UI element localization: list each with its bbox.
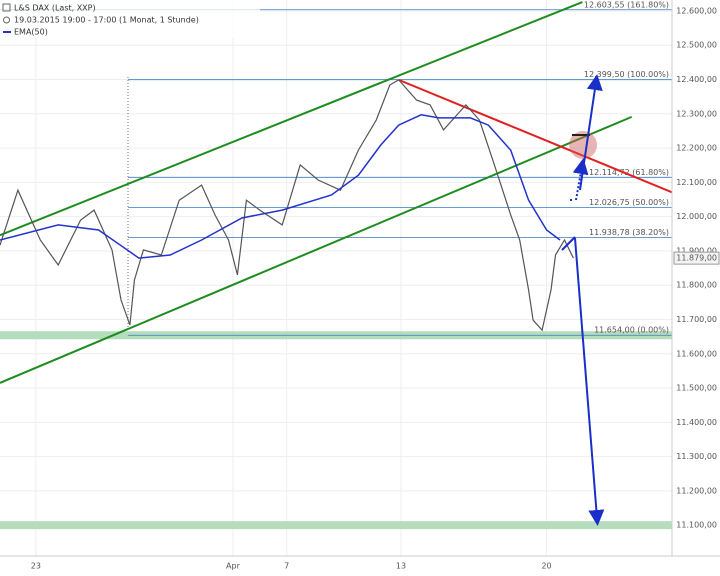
fib-label: 12.114,72 (61.80%) bbox=[589, 168, 669, 177]
header-bg bbox=[0, 0, 260, 38]
chart-subtitle: 19.03.2015 19:00 - 17:00 (1 Monat, 1 Stu… bbox=[14, 16, 199, 25]
support-band bbox=[0, 521, 672, 530]
arrow-dotted bbox=[572, 158, 589, 201]
trendline bbox=[0, 1, 583, 237]
arrow-down bbox=[574, 237, 605, 526]
bands bbox=[0, 331, 672, 530]
chart-title: L&S DAX (Last, XXP) bbox=[14, 4, 96, 13]
arrow-lead bbox=[561, 236, 576, 251]
x-tick-label: 7 bbox=[284, 562, 289, 571]
y-tick-label: 12.500,00 bbox=[676, 41, 717, 50]
fib-label: 11.654,00 (0.00%) bbox=[594, 326, 669, 335]
ema-line bbox=[0, 114, 561, 259]
x-tick-label: 20 bbox=[541, 562, 551, 571]
price-line bbox=[0, 79, 574, 332]
last-price-box bbox=[673, 251, 720, 265]
trendline bbox=[398, 78, 672, 194]
y-tick-label: 11.600,00 bbox=[676, 349, 717, 358]
y-tick-label: 12.600,00 bbox=[676, 6, 717, 15]
last-price-label: 11.879,00 bbox=[676, 254, 717, 263]
y-tick-label: 12.400,00 bbox=[676, 75, 717, 84]
y-tick-label: 12.200,00 bbox=[676, 144, 717, 153]
y-tick-label: 12.000,00 bbox=[676, 212, 717, 221]
axes: 11.100,00 11.200,00 11.300,00 11.400,00 11.5… bbox=[31, 6, 720, 571]
y-tick-label: 12.100,00 bbox=[676, 178, 717, 187]
y-tick-label: 11.800,00 bbox=[676, 281, 717, 290]
intersection-marker bbox=[569, 131, 597, 159]
x-tick-label: 23 bbox=[31, 562, 41, 571]
trendline bbox=[0, 115, 633, 384]
series bbox=[0, 79, 574, 332]
icon bbox=[2, 3, 11, 12]
y-tick-label: 11.200,00 bbox=[676, 486, 717, 495]
fib-label: 12.603,55 (161.80%) bbox=[584, 0, 669, 9]
x-tick-label: 13 bbox=[396, 562, 406, 571]
x-tick-label: Apr bbox=[226, 562, 241, 571]
legend-label: EMA(50) bbox=[14, 28, 48, 37]
fib-label: 11.938,78 (38.20%) bbox=[589, 228, 669, 237]
y-tick-label: 11.700,00 bbox=[676, 315, 717, 324]
fib-label: 12.026,75 (50.00%) bbox=[589, 198, 669, 207]
y-tick-label: 11.400,00 bbox=[676, 418, 717, 427]
trendlines bbox=[0, 1, 672, 384]
y-tick-label: 11.100,00 bbox=[676, 521, 717, 530]
y-tick-label: 11.900,00 bbox=[676, 246, 717, 255]
y-tick-label: 12.300,00 bbox=[676, 109, 717, 118]
fib-label: 12.399,50 (100.00%) bbox=[584, 70, 669, 79]
clock-icon bbox=[3, 16, 10, 24]
y-tick-label: 11.500,00 bbox=[676, 384, 717, 393]
y-tick-label: 11.300,00 bbox=[676, 452, 717, 461]
grid bbox=[0, 0, 672, 556]
